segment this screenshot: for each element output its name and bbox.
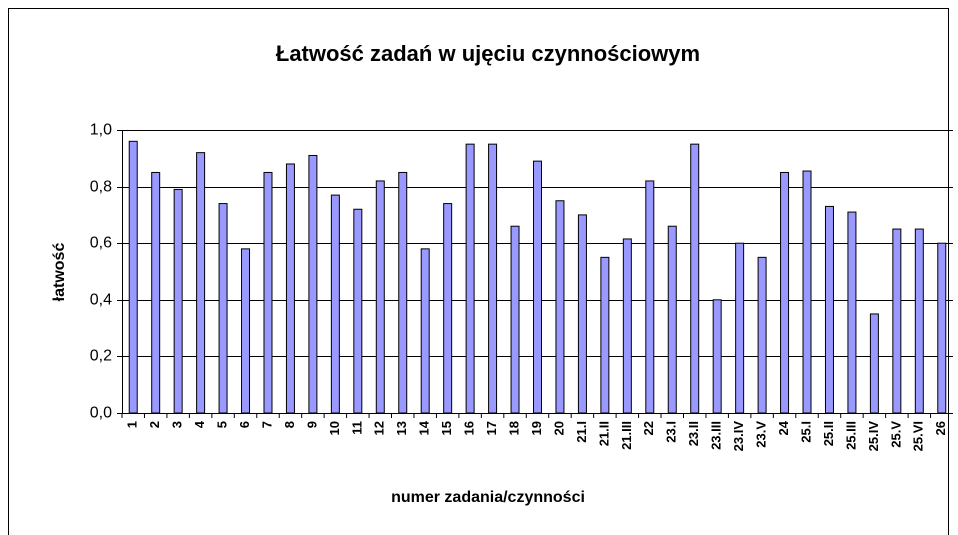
x-tick-label: 7: [259, 421, 274, 428]
bar: [847, 211, 857, 414]
x-tick-label: 25.V: [888, 421, 903, 448]
x-tick-label: 22: [641, 421, 656, 435]
x-tick-label: 24: [776, 420, 791, 435]
x-tick-label: 20: [551, 421, 566, 435]
bar: [465, 143, 475, 414]
x-tick-label: 21.I: [574, 421, 589, 443]
bar: [218, 203, 228, 414]
x-tick-label: 23.III: [709, 421, 724, 450]
bar: [735, 242, 745, 414]
bar: [577, 214, 587, 414]
x-tick-label: 23.IV: [731, 421, 746, 452]
bar: [937, 242, 947, 414]
bar: [375, 180, 385, 414]
bar: [285, 163, 295, 414]
x-tick-label: 25.II: [821, 421, 836, 446]
bar: [353, 208, 363, 414]
bar: [690, 143, 700, 414]
x-tick-label: 9: [304, 421, 319, 428]
bar: [128, 140, 138, 414]
bar: [892, 228, 902, 414]
x-tick-label: 21.III: [619, 421, 634, 450]
x-tick-label: 23.V: [754, 421, 769, 448]
bar: [443, 203, 453, 414]
y-tick-label: 0,8: [90, 179, 112, 196]
bar: [398, 171, 408, 414]
bar: [622, 238, 632, 414]
bar: [241, 248, 251, 414]
bar: [914, 228, 924, 414]
chart-frame: [8, 8, 949, 535]
bar: [263, 171, 273, 414]
bar: [757, 256, 767, 414]
x-tick-label: 4: [192, 420, 207, 428]
chart-title: Łatwość zadań w ujęciu czynnościowym: [276, 41, 700, 66]
bar: [488, 143, 498, 414]
x-tick-label: 16: [462, 421, 477, 435]
bar: [510, 225, 520, 414]
bar: [196, 152, 206, 414]
x-tick-label: 25.IV: [866, 421, 881, 452]
x-tick-label: 15: [439, 421, 454, 435]
x-tick-label: 26: [933, 421, 948, 435]
y-axis-title: łatwość: [51, 243, 68, 302]
x-tick-label: 2: [147, 421, 162, 428]
bar: [645, 180, 655, 414]
x-tick-label: 13: [394, 421, 409, 435]
x-tick-label: 6: [237, 421, 252, 428]
x-tick-label: 12: [372, 421, 387, 435]
y-tick-label: 0,0: [90, 405, 112, 422]
bar: [802, 170, 812, 414]
bar: [533, 160, 542, 414]
x-tick-label: 21.II: [596, 421, 611, 446]
bar: [824, 205, 834, 414]
x-tick-label: 1: [125, 421, 140, 428]
y-tick-label: 0,2: [90, 348, 112, 365]
x-tick-label: 23.II: [686, 421, 701, 446]
bar: [420, 248, 430, 414]
x-tick-label: 25.I: [798, 421, 813, 443]
bar: [667, 225, 677, 414]
bar: [555, 200, 565, 414]
x-tick-label: 25.III: [843, 421, 858, 450]
bar: [173, 188, 183, 414]
bar: [780, 171, 790, 414]
x-tick-label: 3: [170, 421, 185, 428]
x-tick-label: 8: [282, 421, 297, 428]
x-tick-label: 25.VI: [911, 421, 926, 451]
bar: [869, 313, 879, 414]
y-tick-label: 1,0: [90, 122, 112, 139]
x-tick-label: 18: [506, 421, 521, 435]
x-axis-title: numer zadania/czynności: [391, 489, 585, 506]
bar: [330, 194, 340, 414]
x-tick-label: 17: [484, 421, 499, 435]
x-tick-label: 5: [215, 421, 230, 428]
x-tick-label: 10: [327, 421, 342, 435]
x-tick-label: 11: [349, 421, 364, 435]
bar: [308, 154, 318, 414]
y-tick-label: 0,4: [90, 292, 112, 309]
x-tick-label: 14: [417, 420, 432, 435]
bar: [600, 256, 610, 414]
x-tick-label: 19: [529, 421, 544, 435]
y-tick-label: 0,6: [90, 235, 112, 252]
bar: [712, 299, 722, 414]
x-tick-label: 23.I: [664, 421, 679, 443]
bar: [151, 171, 161, 414]
